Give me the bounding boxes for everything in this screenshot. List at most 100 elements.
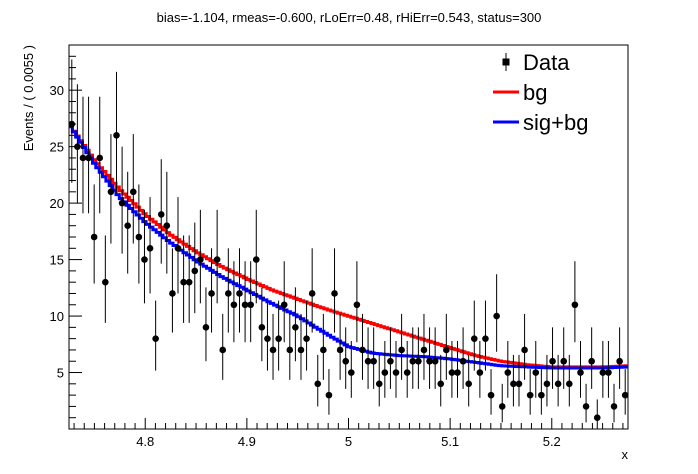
data-marker — [157, 211, 165, 218]
y-tick-label: 30 — [50, 83, 64, 98]
data-point — [208, 248, 215, 333]
data-point — [124, 171, 131, 274]
legend-label: sig+bg — [523, 110, 588, 135]
fit-curves — [69, 124, 628, 370]
data-marker — [124, 222, 131, 230]
data-point — [219, 313, 227, 380]
x-tick-label: 4.8 — [136, 434, 154, 449]
data-marker — [180, 278, 187, 286]
data-point — [141, 209, 148, 304]
data-marker — [225, 290, 232, 297]
x-tick-label: 5.1 — [441, 434, 459, 449]
data-marker — [454, 369, 461, 376]
data-marker — [593, 414, 601, 422]
data-marker — [521, 346, 528, 354]
data-point — [236, 248, 243, 333]
x-axis-label: x — [622, 447, 629, 462]
data-point — [554, 354, 562, 407]
data-marker — [213, 256, 221, 263]
data-marker — [247, 301, 254, 309]
data-point — [465, 354, 472, 407]
data-point — [610, 383, 618, 423]
data-marker — [459, 357, 467, 365]
x-tick-label: 5.2 — [543, 434, 561, 449]
data-marker — [325, 391, 333, 399]
data-marker — [141, 256, 148, 263]
legend-entry-data: Data — [502, 50, 570, 75]
legend-label: bg — [523, 80, 547, 105]
y-tick-label: 20 — [50, 196, 64, 211]
data-point — [571, 261, 579, 343]
data-point — [163, 171, 171, 274]
data-marker — [470, 335, 478, 342]
data-point — [510, 354, 517, 407]
data-point — [264, 300, 271, 371]
data-point — [336, 313, 344, 380]
y-tick-label: 25 — [50, 140, 64, 155]
data-marker — [236, 290, 243, 297]
data-point — [275, 300, 282, 371]
data-marker — [448, 369, 456, 376]
data-point — [582, 383, 590, 423]
data-marker — [96, 154, 104, 162]
data-marker — [616, 357, 623, 365]
data-marker — [465, 380, 472, 388]
data-point — [420, 313, 428, 380]
data-marker — [476, 369, 484, 376]
data-marker — [610, 403, 618, 410]
data-marker — [420, 346, 428, 354]
data-point — [174, 197, 182, 294]
data-marker — [582, 403, 590, 410]
data-point — [107, 134, 115, 244]
data-point — [487, 369, 495, 415]
data-point — [197, 209, 204, 304]
data-point — [113, 71, 120, 193]
data-point — [409, 327, 417, 389]
data-marker — [308, 290, 316, 297]
data-point — [476, 341, 484, 398]
data-marker — [426, 357, 433, 365]
data-point — [538, 369, 545, 415]
data-point — [403, 341, 411, 398]
data-point — [415, 327, 422, 389]
y-tick-label: 15 — [50, 253, 64, 268]
data-point — [370, 327, 377, 389]
data-point — [426, 327, 433, 389]
data-marker — [359, 346, 366, 354]
data-point — [180, 235, 187, 323]
data-marker — [169, 290, 176, 297]
data-marker — [331, 290, 338, 297]
data-marker — [79, 154, 87, 162]
data-marker — [252, 256, 260, 263]
data-marker — [381, 369, 389, 376]
data-point — [74, 84, 81, 204]
data-marker — [208, 290, 215, 297]
data-point — [292, 287, 299, 362]
data-marker — [197, 256, 204, 263]
data-marker — [152, 335, 159, 342]
data-marker — [560, 357, 568, 365]
data-marker — [375, 380, 383, 388]
data-point — [375, 354, 383, 407]
data-marker — [264, 335, 271, 342]
data-point — [593, 399, 601, 429]
data-marker — [68, 120, 76, 128]
legend-entry-bg: bg — [493, 80, 547, 105]
data-marker — [398, 346, 405, 354]
legend: Data bg sig+bg — [493, 50, 588, 135]
data-marker — [487, 391, 495, 399]
data-point — [532, 341, 540, 398]
legend-entry-sig-bg: sig+bg — [493, 110, 588, 135]
data-marker — [275, 335, 282, 342]
data-point — [90, 184, 98, 284]
data-point — [543, 354, 551, 407]
data-marker — [599, 369, 607, 376]
data-marker — [515, 380, 523, 388]
data-marker — [415, 357, 422, 365]
data-marker — [621, 391, 629, 399]
data-marker — [303, 335, 310, 342]
data-marker — [146, 244, 154, 252]
data-point — [381, 341, 389, 398]
data-point — [252, 209, 260, 304]
